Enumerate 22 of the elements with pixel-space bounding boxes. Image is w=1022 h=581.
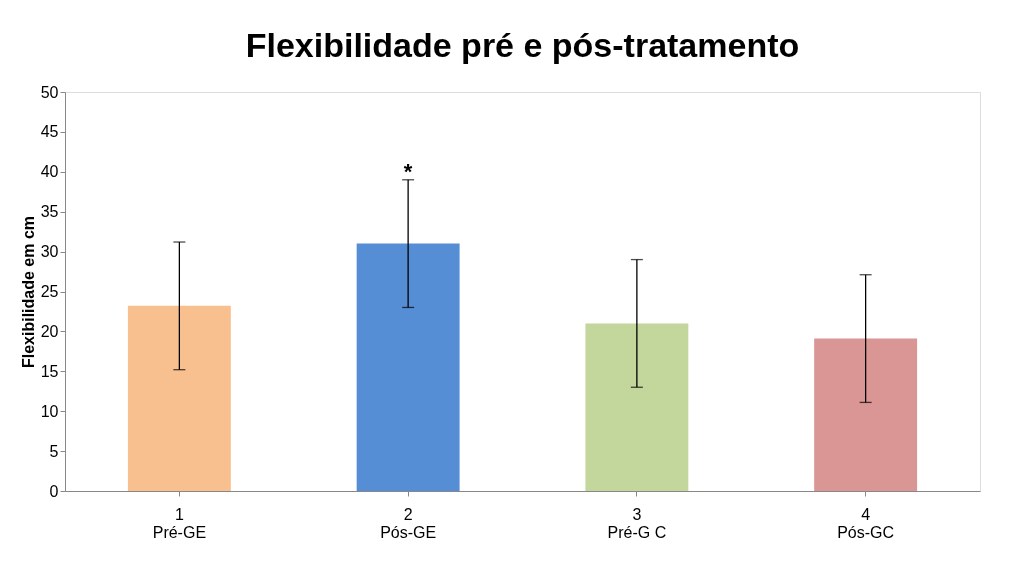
y-tick-label: 45 <box>40 123 59 141</box>
bar <box>814 338 918 491</box>
y-tick-label: 5 <box>49 442 59 460</box>
bar <box>356 243 460 491</box>
chart-title: Flexibilidade pré e pós-tratamento <box>245 26 800 64</box>
y-tick-label: 25 <box>40 283 59 300</box>
y-tick-label: 20 <box>40 322 59 340</box>
y-tick-label: 0 <box>49 482 59 500</box>
annotation: * <box>403 158 413 184</box>
y-tick-label: 35 <box>40 203 59 221</box>
y-tick-label: 10 <box>40 402 59 420</box>
x-tick-label: 4 Pós-GC <box>837 505 895 541</box>
y-tick-label: 15 <box>40 362 59 380</box>
bar <box>127 305 231 491</box>
x-tick-label: 1 Pré-GE <box>152 505 207 541</box>
x-tick-label: 2 Pós-GE <box>380 505 437 541</box>
bar <box>585 323 689 491</box>
y-axis-title: Flexibilidade em cm <box>19 215 37 369</box>
y-tick-label: 30 <box>40 243 59 261</box>
y-tick-label: 50 <box>40 83 59 101</box>
x-tick-label: 3 Pré-G C <box>607 505 667 541</box>
y-tick-label: 40 <box>40 163 59 181</box>
